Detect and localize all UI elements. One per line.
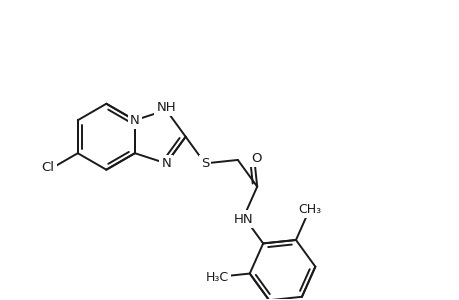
Text: S: S (201, 157, 209, 170)
Text: N: N (130, 114, 140, 127)
Text: HN: HN (234, 212, 253, 226)
Text: N: N (161, 157, 171, 170)
Text: CH₃: CH₃ (297, 203, 320, 216)
Text: O: O (251, 152, 262, 165)
Text: Cl: Cl (41, 161, 55, 174)
Text: NH: NH (156, 101, 176, 114)
Text: H₃C: H₃C (205, 271, 228, 284)
